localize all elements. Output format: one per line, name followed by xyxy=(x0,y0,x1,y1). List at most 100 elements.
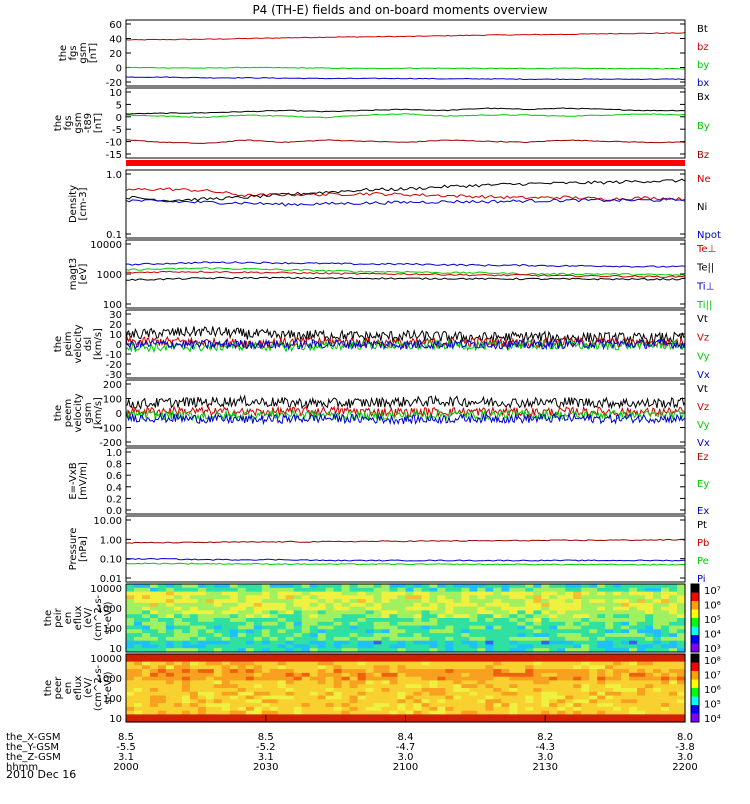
heatmap-cell xyxy=(445,610,454,615)
heatmap-cell xyxy=(461,657,470,663)
heatmap-cell xyxy=(485,706,494,712)
heatmap-cell xyxy=(421,699,431,704)
heatmap-cell xyxy=(181,599,191,604)
heatmap-cell xyxy=(549,595,558,600)
heatmap-cell xyxy=(413,629,423,634)
heatmap-cell xyxy=(333,669,343,674)
heatmap-cell xyxy=(205,602,215,608)
heatmap-cell xyxy=(293,695,303,700)
ylabel-line: en xyxy=(63,612,74,625)
heatmap-cell xyxy=(421,610,431,615)
heatmap-cell xyxy=(150,610,159,615)
ylabel-line: peer xyxy=(53,676,64,700)
heatmap-cell xyxy=(277,718,287,723)
heatmap-cell xyxy=(333,648,343,653)
heatmap-cell xyxy=(429,644,439,649)
heatmap-cell xyxy=(429,710,439,716)
heatmap-cell xyxy=(142,633,151,638)
heatmap-cell xyxy=(277,584,287,589)
heatmap-cell xyxy=(453,684,462,689)
heatmap-cell xyxy=(197,657,207,663)
heatmap-cell xyxy=(437,688,446,693)
heatmap-cell xyxy=(173,640,183,646)
legend-Te⊥: Te⊥ xyxy=(696,244,716,255)
heatmap-cell xyxy=(365,618,375,623)
heatmap-cell xyxy=(365,661,375,666)
heatmap-cell xyxy=(509,610,518,615)
heatmap-cell xyxy=(134,654,143,659)
xaxis-row-label: hhmm xyxy=(6,762,38,773)
heatmap-cell xyxy=(445,595,454,600)
heatmap-cell xyxy=(389,669,399,674)
heatmap-cell xyxy=(317,629,327,634)
heatmap-cell xyxy=(437,654,446,659)
heatmap-cell xyxy=(677,648,686,653)
heatmap-cell xyxy=(325,587,335,593)
ylabel-line: peem xyxy=(63,399,74,427)
heatmap-cell xyxy=(533,614,542,619)
heatmap-cell xyxy=(485,672,494,678)
heatmap-cell xyxy=(309,714,319,719)
heatmap-cell xyxy=(453,621,462,627)
heatmap-cell xyxy=(517,665,526,670)
heatmap-cell xyxy=(453,584,462,589)
heatmap-cell xyxy=(142,703,151,708)
heatmap-cell xyxy=(437,648,446,653)
colorbar-tick: 10⁸ xyxy=(704,656,721,667)
heatmap-cell xyxy=(637,691,646,697)
series-By xyxy=(126,113,686,119)
heatmap-cell xyxy=(285,654,295,659)
heatmap-cell xyxy=(613,718,622,723)
heatmap-cell xyxy=(221,587,231,593)
heatmap-cell xyxy=(365,602,375,608)
heatmap-cell xyxy=(293,644,303,649)
heatmap-cell xyxy=(525,706,534,712)
heatmap-cell xyxy=(541,636,550,642)
heatmap-cell xyxy=(549,640,558,646)
heatmap-cell xyxy=(365,676,375,682)
heatmap-cell xyxy=(629,680,638,685)
ytick-label: 20 xyxy=(109,320,122,331)
heatmap-cell xyxy=(413,640,423,646)
heatmap-cell xyxy=(653,680,662,685)
heatmap-cell xyxy=(373,680,383,685)
heatmap-cell xyxy=(501,640,510,646)
heatmap-cell xyxy=(269,621,279,627)
heatmap-cell xyxy=(605,591,614,596)
heatmap-cell xyxy=(429,591,439,596)
heatmap-cell xyxy=(341,606,351,612)
heatmap-cell xyxy=(181,602,191,608)
heatmap-cell xyxy=(589,644,598,649)
heatmap-cell xyxy=(229,695,239,700)
heatmap-cell xyxy=(381,695,391,700)
ytick-label: 40 xyxy=(109,35,122,46)
heatmap-cell xyxy=(469,661,478,666)
heatmap-cell xyxy=(181,625,191,630)
heatmap-cell xyxy=(549,633,558,638)
ylabel-line: [eV] xyxy=(78,264,89,285)
heatmap-cell xyxy=(245,599,255,604)
heatmap-cell xyxy=(277,669,287,674)
heatmap-cell xyxy=(501,644,510,649)
heatmap-cell xyxy=(357,644,367,649)
heatmap-cell xyxy=(253,654,263,659)
heatmap-cell xyxy=(509,661,518,666)
heatmap-cell xyxy=(285,669,295,674)
heatmap-cell xyxy=(605,610,614,615)
heatmap-cell xyxy=(357,672,367,678)
heatmap-cell xyxy=(581,680,590,685)
heatmap-cell xyxy=(597,680,606,685)
heatmap-cell xyxy=(373,633,383,638)
heatmap-cell xyxy=(533,703,542,708)
heatmap-cell xyxy=(181,644,191,649)
heatmap-cell xyxy=(557,710,566,716)
heatmap-cell xyxy=(173,703,183,708)
heatmap-cell xyxy=(597,625,606,630)
heatmap-cell xyxy=(349,695,359,700)
heatmap-cell xyxy=(573,595,582,600)
heatmap-cell xyxy=(677,703,686,708)
heatmap-cell xyxy=(413,661,423,666)
heatmap-cell xyxy=(565,633,574,638)
heatmap-cell xyxy=(317,718,327,723)
heatmap-cell xyxy=(661,591,670,596)
